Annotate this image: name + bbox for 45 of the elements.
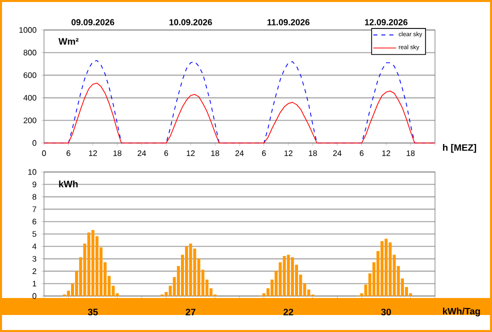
x-tick-label: 18 [113,150,122,156]
x-tick-label: 12 [89,150,97,156]
x-tick-label: 18 [308,150,317,156]
x-axis-title: kWh/Tag [443,308,480,316]
y-tick-label: 5 [32,231,36,237]
y-tick-label: 4 [32,244,36,250]
y-tick-label: 9 [32,182,36,188]
y-axis-title: Wm² [58,38,78,45]
x-tick-label: 6 [360,150,364,156]
x-tick-label: 12 [284,150,292,156]
x-tick-label: 6 [164,150,168,156]
y-tick-label: 10 [28,169,36,175]
text: 27 [186,308,196,316]
x2-tick-label: 10.09.2026 [169,19,212,26]
y-tick-label: 7 [32,206,36,212]
x-tick-label: 18 [406,150,415,156]
y-tick-label: 0 [32,293,36,299]
x2-tick-label: 11.09.2026 [267,19,310,26]
y-tick-label: 0 [32,140,36,146]
y-tick-label: 200 [24,118,36,124]
x-tick-label: 12 [186,150,195,156]
y-tick-label: 2 [32,268,36,274]
x-tick-label: 24 [333,150,342,156]
y-tick-label: 1000 [19,27,36,33]
x2-tick-label: 12.09.2026 [364,19,408,26]
y-tick-label: 400 [23,94,36,101]
y-tick-label: 8 [32,194,36,200]
x2-tick-label: 09.09.2026 [72,19,114,26]
y-tick-label: 1 [32,280,36,286]
text: 30 [381,308,391,316]
x-tick-label: 6 [262,150,266,156]
x-tick-label: 24 [235,150,244,156]
y-tick-label: 6 [32,218,36,224]
x-tick-label: 24 [138,150,146,156]
text: 22 [284,308,294,316]
x-tick-label: 0 [42,150,46,156]
text: 35 [88,308,98,316]
y-tick-label: 3 [32,256,36,262]
x-axis-title: h [MEZ] [443,144,476,153]
y-axis-title: kWh [59,180,78,188]
y-tick-label: 800 [24,50,36,56]
x-tick-label: 18 [211,150,220,156]
x-tick-label: 12 [382,150,390,156]
x-tick-label: 6 [66,150,70,156]
y-tick-label: 600 [24,72,36,78]
